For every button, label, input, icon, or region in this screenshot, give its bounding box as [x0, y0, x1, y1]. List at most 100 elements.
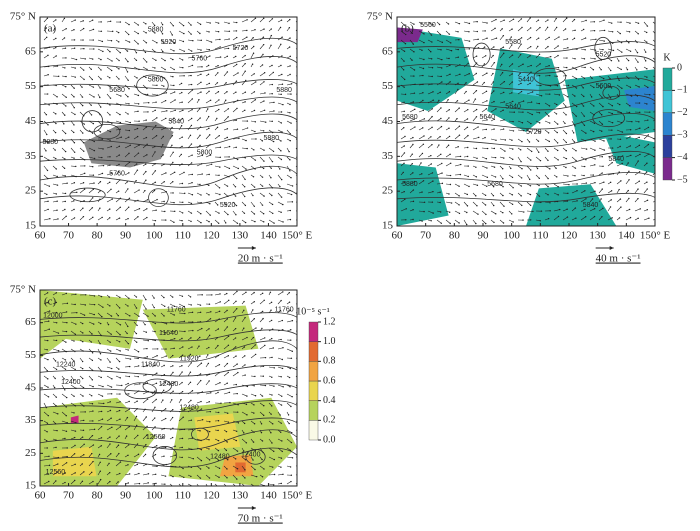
- wind-vector-head: [102, 217, 103, 218]
- wind-vector-head: [192, 194, 193, 195]
- wind-vector-head: [503, 35, 504, 36]
- wind-vector: [626, 49, 631, 51]
- wind-vector-head: [120, 207, 121, 208]
- wind-vector: [143, 483, 148, 484]
- wind-vector-head: [620, 22, 621, 23]
- wind-vector: [527, 18, 530, 22]
- wind-vector-head: [237, 468, 238, 469]
- wind-vector: [188, 40, 193, 41]
- wind-vector-head: [48, 104, 49, 105]
- wind-vector-head: [227, 383, 228, 384]
- wind-vector-head: [46, 194, 47, 195]
- wind-vector-head: [405, 94, 406, 95]
- wind-vector: [116, 49, 120, 53]
- wind-vector-head: [190, 476, 191, 477]
- wind-vector-head: [271, 357, 272, 358]
- wind-vector-head: [127, 96, 128, 97]
- wind-vector-head: [299, 359, 300, 360]
- colorbar-tick-label: −4: [677, 152, 688, 163]
- wind-vector-head: [74, 142, 75, 143]
- wind-vector-head: [503, 206, 504, 207]
- wind-vector-head: [467, 118, 468, 119]
- wind-vector-head: [244, 355, 245, 356]
- y-tick-label: 65: [25, 45, 37, 57]
- wind-vector-head: [422, 100, 423, 101]
- wind-vector-head: [66, 456, 67, 457]
- wind-vector: [107, 376, 112, 379]
- contour-label: 12480: [159, 381, 179, 388]
- contour-label: 5440: [518, 77, 534, 84]
- wind-vector-head: [576, 49, 577, 50]
- wind-vector-head: [262, 395, 263, 396]
- wind-vector-head: [459, 74, 460, 75]
- wind-vector-head: [299, 186, 300, 187]
- wind-vector-head: [225, 82, 226, 83]
- wind-vector-head: [292, 185, 293, 186]
- wind-vector: [419, 119, 424, 121]
- wind-vector-head: [129, 366, 130, 367]
- wind-vector: [206, 381, 209, 385]
- wind-vector-head: [467, 109, 468, 110]
- wind-vector-head: [576, 69, 577, 70]
- wind-vector: [197, 220, 201, 223]
- wind-vector: [590, 39, 596, 40]
- wind-vector-head: [99, 114, 100, 115]
- wind-vector-head: [211, 294, 212, 295]
- wind-vector-head: [502, 195, 503, 196]
- wind-vector-head: [592, 198, 593, 199]
- wind-vector-head: [261, 328, 262, 329]
- wind-vector-head: [505, 139, 506, 140]
- wind-vector-head: [182, 391, 183, 392]
- wind-vector-head: [291, 194, 292, 195]
- wind-vector-head: [270, 432, 271, 433]
- x-tick-label: 130: [232, 490, 249, 502]
- wind-vector-head: [575, 160, 576, 161]
- wind-vector-head: [229, 392, 230, 393]
- wind-vector-head: [628, 42, 629, 43]
- wind-vector-head: [137, 200, 138, 201]
- wind-vector-head: [584, 58, 585, 59]
- colorbar-bin: [309, 420, 318, 440]
- wind-vector-head: [299, 423, 300, 424]
- wind-scale-label: 20 m · s⁻¹: [238, 253, 283, 265]
- wind-vector-head: [432, 108, 433, 109]
- wind-vector: [500, 175, 503, 179]
- colorbar-tick-label: 1.0: [323, 336, 336, 347]
- wind-vector-head: [127, 218, 128, 219]
- wind-vector-head: [244, 213, 245, 214]
- wind-vector: [143, 295, 146, 300]
- y-tick-label: 65: [382, 45, 394, 57]
- wind-vector-head: [92, 379, 93, 380]
- wind-vector-head: [67, 447, 68, 448]
- wind-vector-head: [430, 51, 431, 52]
- wind-vector-head: [573, 132, 574, 133]
- wind-vector-head: [57, 176, 58, 177]
- wind-vector: [269, 72, 273, 76]
- x-tick-label: 80: [92, 230, 104, 242]
- wind-vector: [644, 189, 647, 193]
- wind-vector-head: [201, 449, 202, 450]
- x-tick-label: 100: [503, 230, 520, 242]
- wind-vector-head: [549, 93, 550, 94]
- wind-vector-head: [92, 420, 93, 421]
- wind-vector-head: [209, 49, 210, 50]
- wind-vector-head: [485, 55, 486, 56]
- wind-vector-head: [558, 67, 559, 68]
- wind-vector: [260, 338, 265, 340]
- wind-vector-head: [192, 438, 193, 439]
- wind-vector-head: [209, 431, 210, 432]
- wind-vector-head: [56, 103, 57, 104]
- wind-vector: [491, 175, 496, 177]
- wind-vector: [62, 29, 66, 31]
- wind-vector-head: [512, 63, 513, 64]
- wind-vector-head: [529, 141, 530, 142]
- wind-vector-head: [495, 140, 496, 141]
- wind-vector-head: [478, 137, 479, 138]
- wind-vector-head: [65, 133, 66, 134]
- x-tick-label: 120: [561, 230, 578, 242]
- wind-vector-head: [112, 31, 113, 32]
- colorbar-bin: [663, 68, 672, 90]
- wind-vector-head: [487, 148, 488, 149]
- wind-vector-head: [109, 342, 110, 343]
- contour-label: 11840: [141, 361, 160, 368]
